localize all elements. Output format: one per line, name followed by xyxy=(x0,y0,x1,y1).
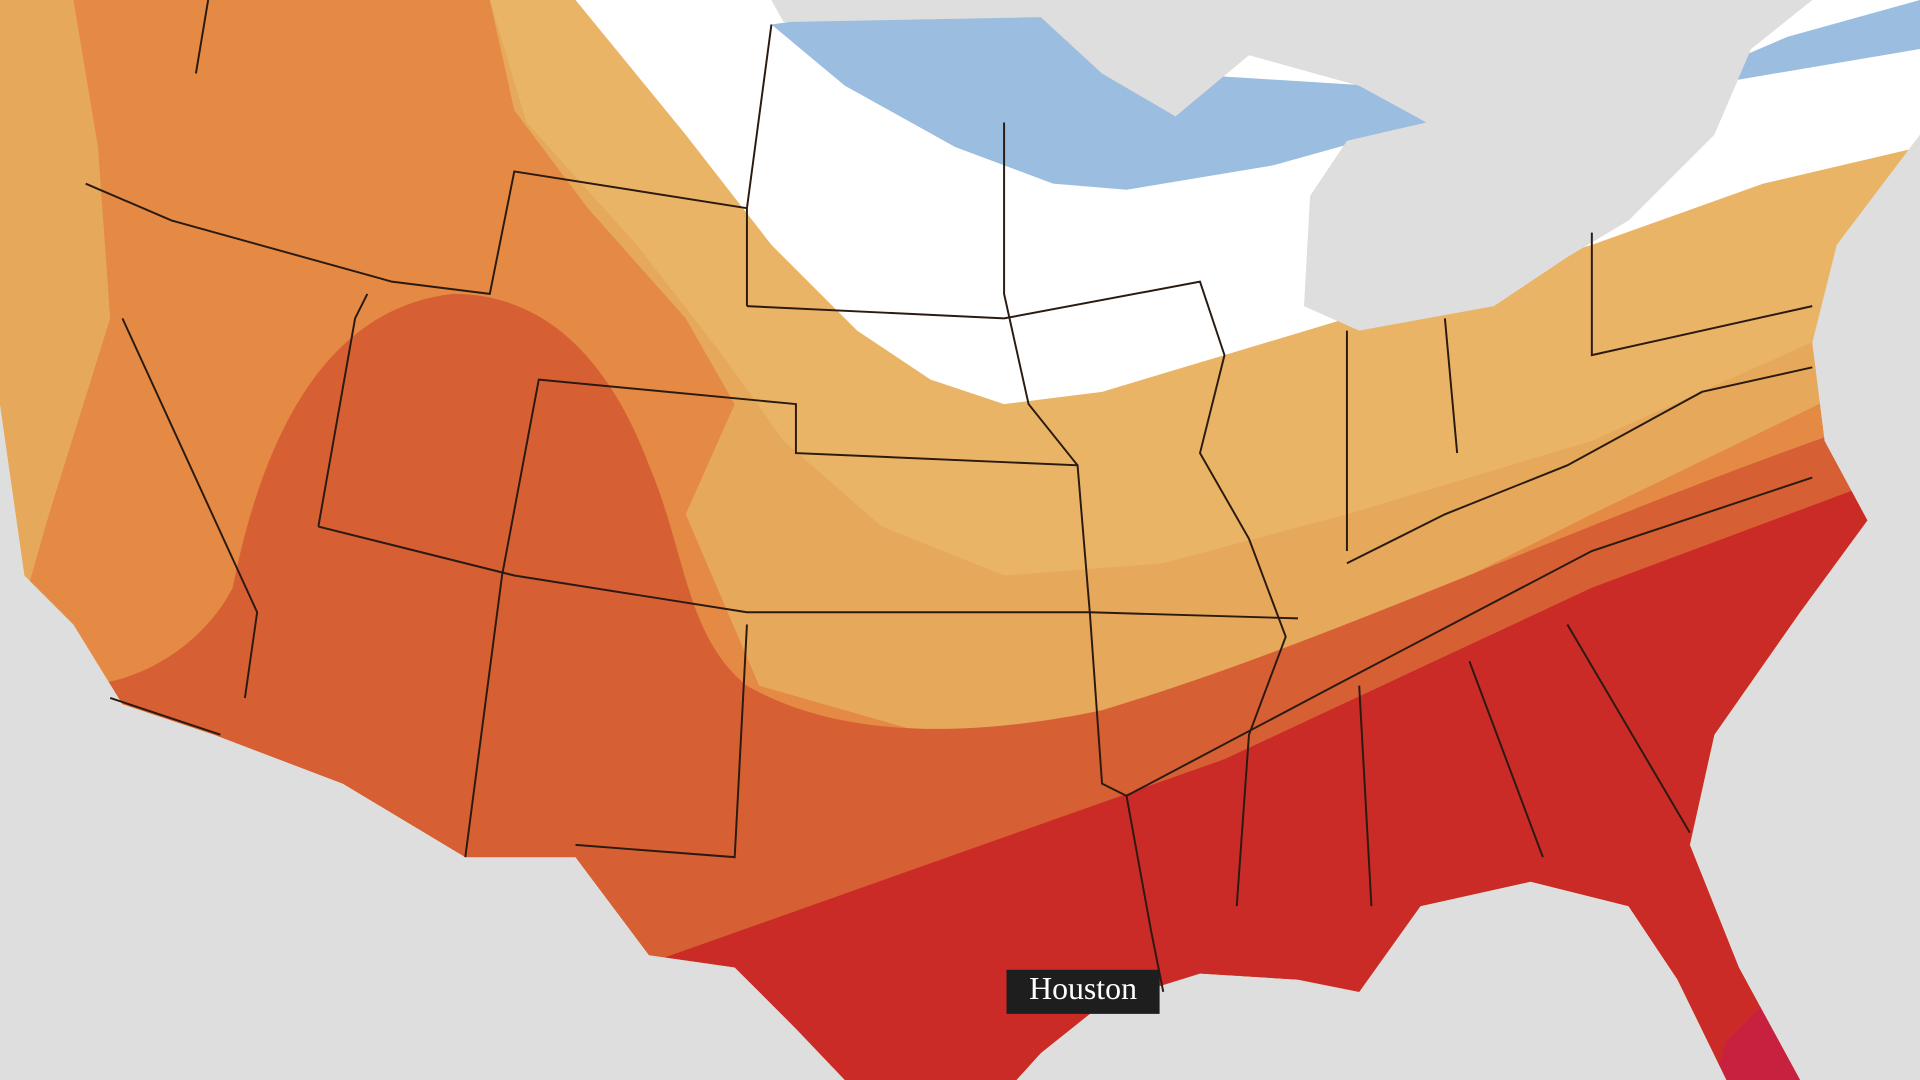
label-background xyxy=(1006,969,1160,1014)
band-below-northeast xyxy=(1702,0,1920,80)
band-below xyxy=(771,12,1427,190)
houston-label: Houston xyxy=(1006,969,1160,1014)
city-label: Houston xyxy=(1029,971,1137,1006)
state-borders xyxy=(85,0,1813,993)
